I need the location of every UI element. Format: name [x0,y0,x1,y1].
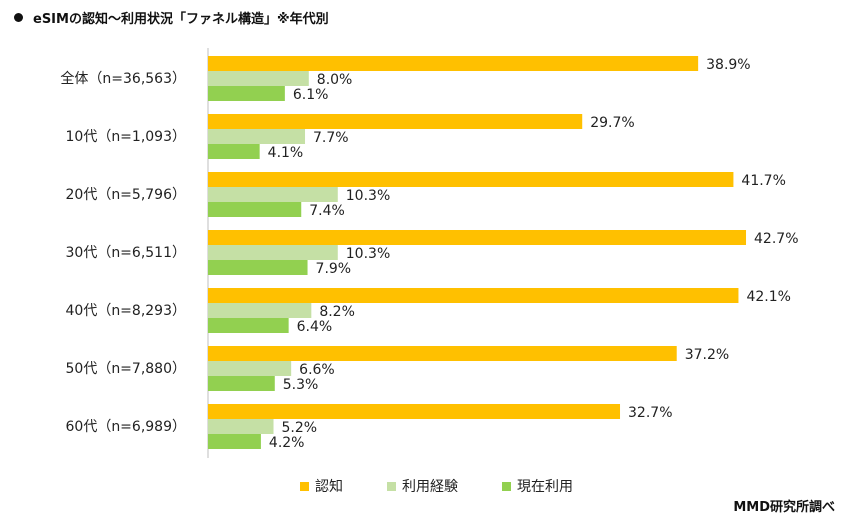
bar-awareness [208,114,583,129]
data-label: 4.1% [268,145,304,161]
data-label: 6.6% [299,362,335,378]
source-credit: MMD研究所調べ [733,500,835,515]
legend-label-current-use: 現在利用 [517,479,573,495]
data-label: 8.2% [319,304,355,320]
data-label: 7.4% [309,203,345,219]
legend-swatch-awareness [300,481,309,491]
bar-current-use [208,202,302,217]
category-label: 30代（n=6,511） [66,245,187,261]
category-label: 10代（n=1,093） [66,129,187,145]
data-label: 8.0% [317,72,353,88]
data-label: 41.7% [741,173,785,189]
data-label: 6.1% [293,87,329,103]
bar-current-use [208,144,260,159]
bar-current-use [208,376,275,391]
category-label: 20代（n=5,796） [66,187,187,203]
title-bullet-icon [14,13,23,22]
category-label: 60代（n=6,989） [66,419,187,435]
legend-swatch-usage-experience [387,481,396,491]
data-label: 37.2% [685,347,729,363]
legend-label-usage-experience: 利用経験 [402,479,458,495]
bar-usage-experience [208,129,306,144]
legend-item-awareness: 認知 [300,476,343,496]
data-label: 4.2% [269,435,305,451]
legend-item-usage-experience: 利用経験 [387,476,458,496]
data-label: 42.7% [754,231,798,247]
bar-usage-experience [208,245,338,260]
bar-usage-experience [208,187,338,202]
bar-usage-experience [208,71,309,86]
bar-awareness [208,172,734,187]
data-label: 29.7% [590,115,634,131]
legend-label-awareness: 認知 [315,479,343,495]
chart-title-text: eSIMの認知～利用状況「ファネル構造」※年代別 [33,12,329,27]
bar-awareness [208,230,747,245]
bar-current-use [208,434,261,449]
legend-swatch-current-use [502,481,511,491]
data-label: 6.4% [297,319,333,335]
bar-current-use [208,318,289,333]
data-label: 32.7% [628,405,672,421]
chart-title: eSIMの認知～利用状況「ファネル構造」※年代別 [14,8,329,27]
data-label: 5.2% [282,420,318,436]
bar-usage-experience [208,361,292,376]
bar-usage-experience [208,419,274,434]
data-label: 38.9% [706,57,750,73]
bar-awareness [208,288,739,303]
category-label: 50代（n=7,880） [66,361,187,377]
data-label: 7.9% [316,261,352,277]
bar-awareness [208,346,677,361]
bar-awareness [208,56,699,71]
legend-item-current-use: 現在利用 [502,476,573,496]
bar-usage-experience [208,303,312,318]
legend: 認知 利用経験 現在利用 [300,476,617,496]
category-label: 40代（n=8,293） [66,303,187,319]
data-label: 10.3% [346,188,390,204]
bar-current-use [208,260,308,275]
bar-awareness [208,404,621,419]
data-label: 10.3% [346,246,390,262]
category-label: 全体（n=36,563） [60,70,186,87]
data-label: 42.1% [746,289,790,305]
bar-current-use [208,86,285,101]
data-label: 5.3% [283,377,319,393]
data-label: 7.7% [313,130,349,146]
